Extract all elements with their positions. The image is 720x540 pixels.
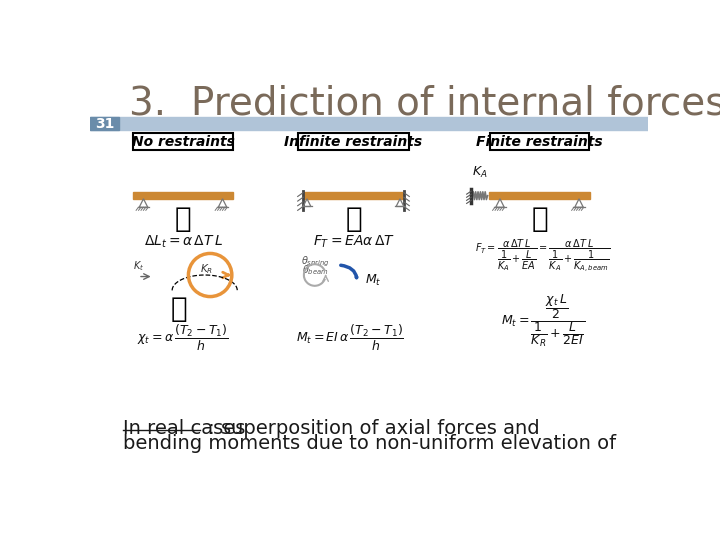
Bar bbox=[90, 117, 120, 130]
Text: $\chi_t = \alpha\,\dfrac{(T_2-T_1)}{h}$: $\chi_t = \alpha\,\dfrac{(T_2-T_1)}{h}$ bbox=[138, 323, 229, 353]
Text: 31: 31 bbox=[95, 117, 114, 131]
Text: $M_t = \dfrac{\dfrac{\chi_t\,L}{2}}{\dfrac{1}{K_R}+\dfrac{L}{2EI}}$: $M_t = \dfrac{\dfrac{\chi_t\,L}{2}}{\dfr… bbox=[501, 292, 585, 349]
Text: bending moments due to non-uniform elevation of: bending moments due to non-uniform eleva… bbox=[122, 434, 616, 453]
Text: $K_A$: $K_A$ bbox=[472, 165, 487, 180]
FancyBboxPatch shape bbox=[133, 133, 233, 150]
Bar bbox=[489, 192, 590, 199]
Text: $K_t$: $K_t$ bbox=[133, 259, 144, 273]
Text: Finite restraints: Finite restraints bbox=[476, 135, 603, 149]
Text: In real cases: In real cases bbox=[122, 419, 245, 438]
Text: $K_R$: $K_R$ bbox=[199, 262, 213, 276]
Text: No restraints: No restraints bbox=[132, 135, 235, 149]
FancyBboxPatch shape bbox=[490, 133, 589, 150]
Bar bbox=[132, 192, 233, 199]
FancyBboxPatch shape bbox=[299, 133, 408, 150]
Text: 3.  Prediction of internal forces: 3. Prediction of internal forces bbox=[129, 84, 720, 122]
Text: 🔥: 🔥 bbox=[531, 205, 548, 233]
Text: 🔥: 🔥 bbox=[175, 205, 192, 233]
Text: $\theta_{spring}$: $\theta_{spring}$ bbox=[301, 255, 330, 269]
Text: $F_T = \dfrac{\alpha\,\Delta T\,L}{\dfrac{1}{K_A}+\dfrac{L}{EA}} = \dfrac{\alpha: $F_T = \dfrac{\alpha\,\Delta T\,L}{\dfra… bbox=[475, 238, 611, 275]
Text: $M_t = EI\,\alpha\,\dfrac{(T_2-T_1)}{h}$: $M_t = EI\,\alpha\,\dfrac{(T_2-T_1)}{h}$ bbox=[296, 323, 404, 353]
Text: 🔥: 🔥 bbox=[345, 205, 362, 233]
FancyArrowPatch shape bbox=[341, 265, 357, 278]
Text: Infinite restraints: Infinite restraints bbox=[284, 135, 423, 149]
Text: $F_T = EA\alpha\,\Delta T$: $F_T = EA\alpha\,\Delta T$ bbox=[312, 234, 395, 250]
Bar bbox=[303, 192, 404, 199]
Bar bbox=[90, 117, 648, 130]
Text: $M_t$: $M_t$ bbox=[365, 273, 382, 288]
Text: 🔥: 🔥 bbox=[171, 295, 187, 323]
Text: $\Delta L_t = \alpha\,\Delta T\,L$: $\Delta L_t = \alpha\,\Delta T\,L$ bbox=[143, 234, 222, 250]
Text: : superposition of axial forces and: : superposition of axial forces and bbox=[202, 419, 539, 438]
Text: $\theta_{beam}$: $\theta_{beam}$ bbox=[302, 264, 329, 277]
